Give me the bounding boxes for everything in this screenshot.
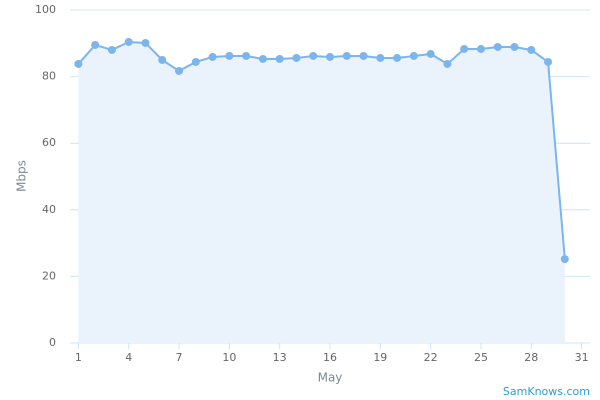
x-tick-label: 28 <box>524 351 538 364</box>
point <box>376 53 385 62</box>
point <box>476 44 485 53</box>
x-tick-label: 31 <box>575 351 589 364</box>
y-tick-label: 100 <box>35 3 56 16</box>
x-tick-label: 7 <box>176 351 183 364</box>
point <box>409 51 418 60</box>
point <box>309 51 318 60</box>
point <box>292 53 301 62</box>
y-tick-label: 60 <box>42 136 56 149</box>
point <box>460 44 469 53</box>
point <box>91 40 100 49</box>
x-tick-label: 16 <box>323 351 337 364</box>
y-tick-label: 20 <box>42 269 56 282</box>
point <box>527 45 536 54</box>
point <box>544 57 553 66</box>
point <box>141 38 150 47</box>
x-tick-label: 25 <box>474 351 488 364</box>
point <box>426 49 435 58</box>
point <box>74 59 83 68</box>
y-tick-label: 40 <box>42 203 56 216</box>
point <box>258 54 267 63</box>
point <box>326 52 334 61</box>
point <box>158 55 167 64</box>
x-tick-label: 19 <box>373 351 387 364</box>
y-tick-label: 80 <box>42 70 56 83</box>
point <box>275 54 284 63</box>
point <box>242 51 251 60</box>
point <box>393 53 402 62</box>
point <box>124 37 133 46</box>
x-tick-label: 13 <box>273 351 287 364</box>
point <box>208 52 217 61</box>
x-axis-title: May <box>318 371 343 385</box>
y-tick-label: 0 <box>49 336 56 349</box>
point <box>560 255 569 264</box>
area <box>78 41 565 344</box>
x-tick-label: 1 <box>75 351 82 364</box>
x-tick-label: 10 <box>222 351 236 364</box>
point <box>342 51 351 60</box>
point <box>510 42 519 51</box>
point <box>175 66 184 75</box>
point <box>225 51 234 60</box>
y-axis-title: Mbps <box>15 160 29 192</box>
point <box>191 57 200 66</box>
credit[interactable]: SamKnows.com <box>503 385 590 398</box>
point <box>359 51 368 60</box>
x-tick-label: 4 <box>125 351 132 364</box>
point <box>107 45 116 54</box>
point <box>493 42 502 51</box>
x-tick-label: 22 <box>424 351 438 364</box>
point <box>443 59 452 68</box>
